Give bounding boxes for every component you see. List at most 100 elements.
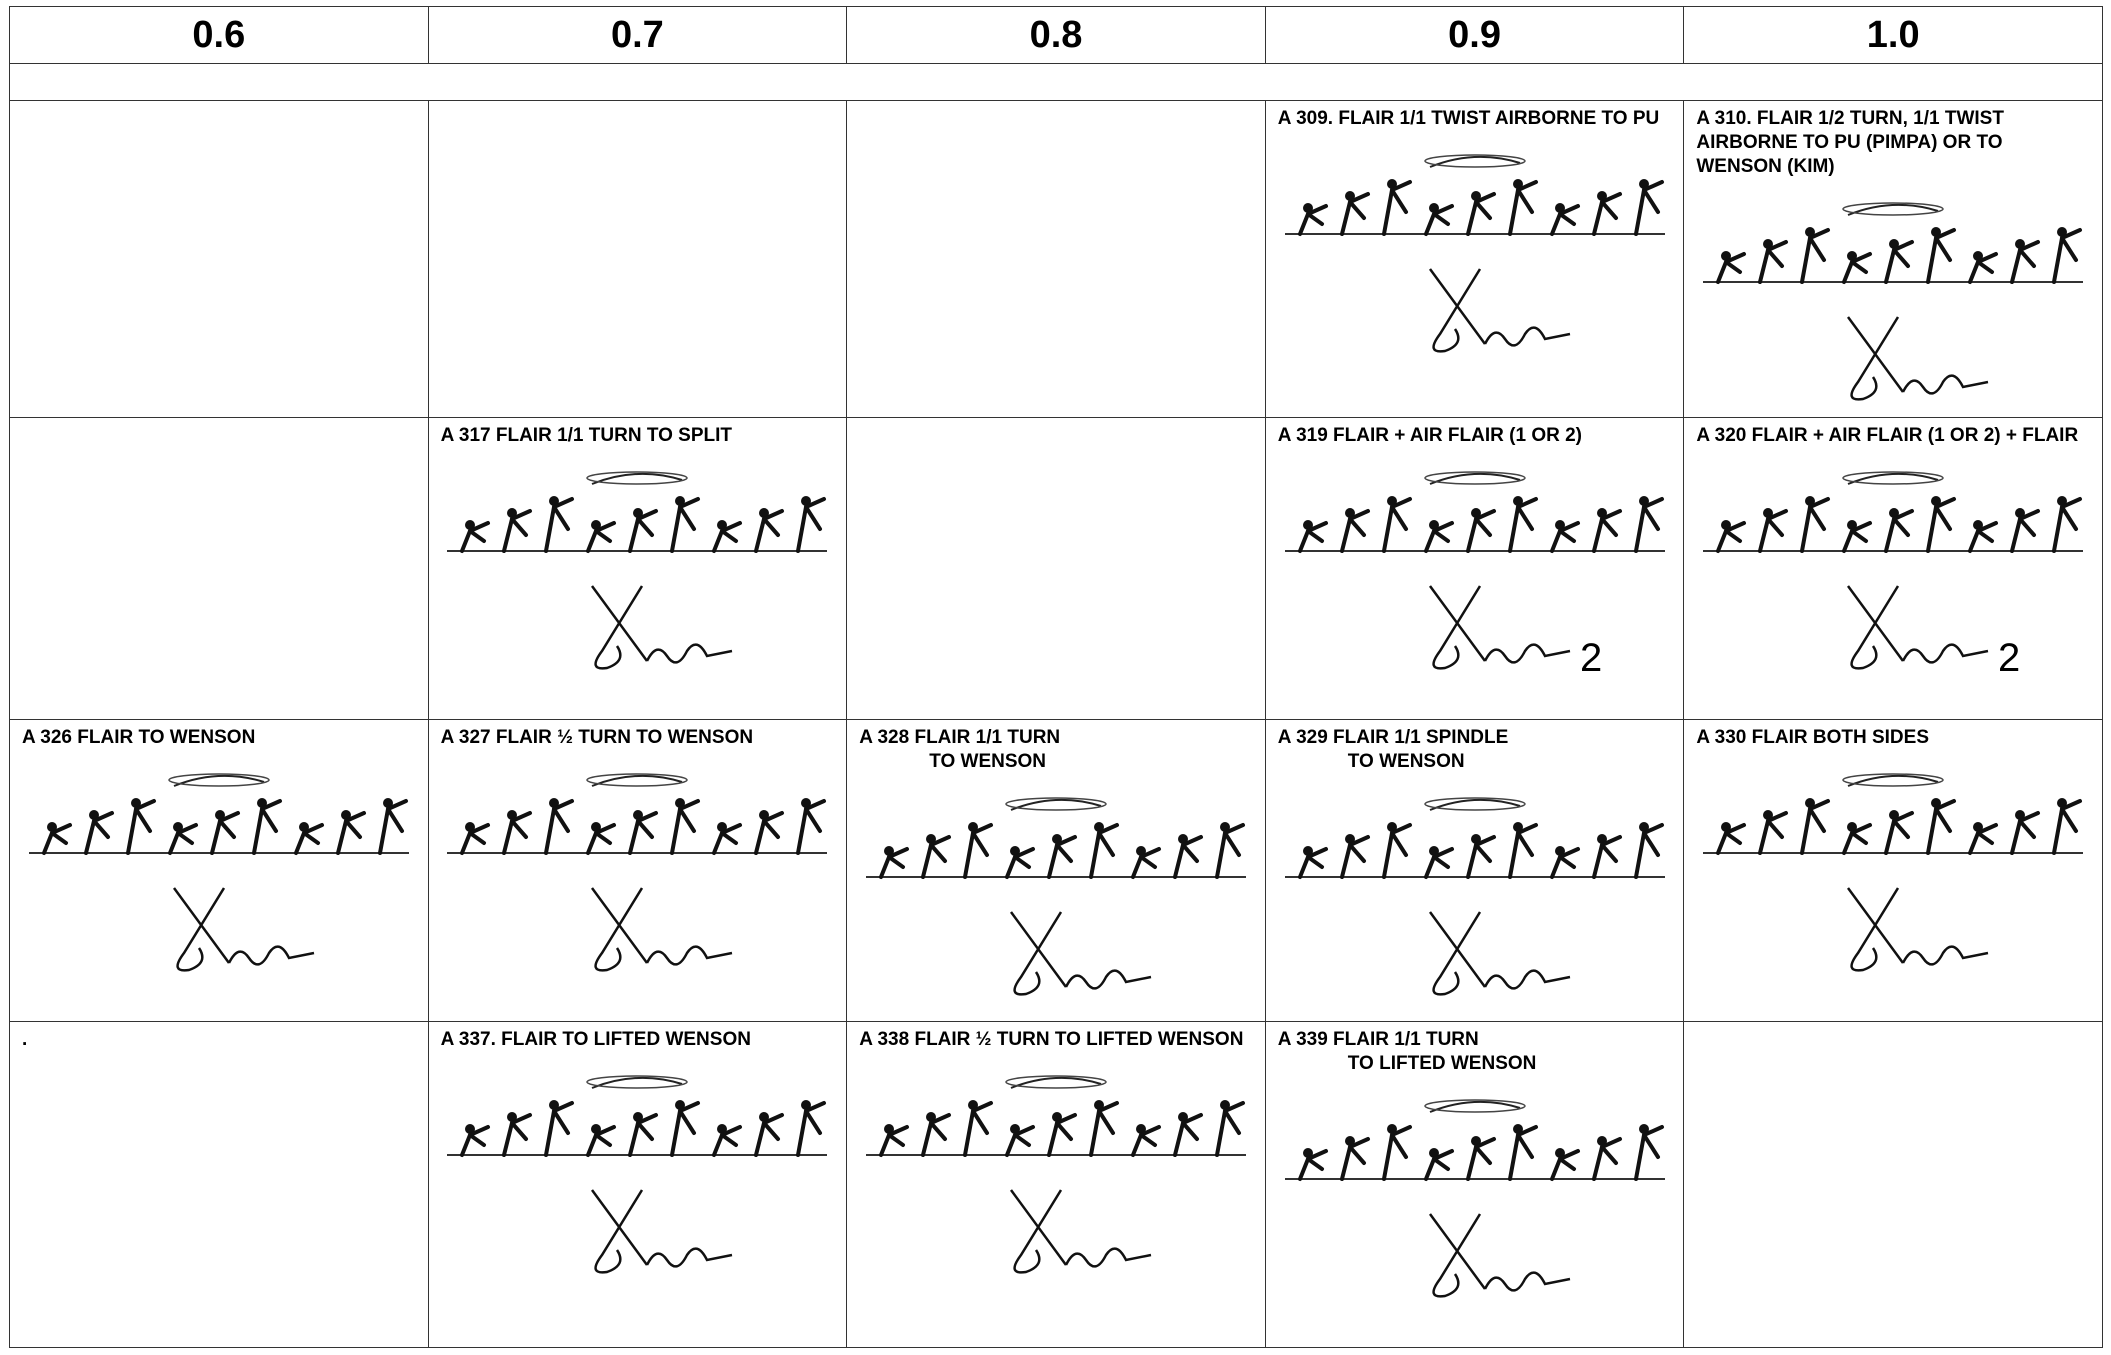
figure-head [1470,834,1481,844]
figure-head [591,520,602,530]
figure-body [754,811,785,855]
skill-title-line: A 337. FLAIR TO LIFTED WENSON [440,1029,751,1050]
column-header: 0.8 [846,6,1266,64]
figure-head [1638,496,1649,506]
figure-body [1800,228,1831,284]
figure-head [675,496,686,506]
skill-title: A 319 FLAIR + AIR FLAIR (1 OR 2) [1266,419,1683,449]
figure-head [2057,227,2068,237]
figure-head [1973,251,1984,261]
figure-body [1423,204,1454,236]
turn-arrow [173,774,265,787]
skill-figure [865,1075,1246,1274]
figure-body [1214,1101,1245,1157]
turn-loop [1842,471,1944,485]
figure-head [1805,496,1816,506]
figure-body [670,799,701,855]
figure-head [507,810,518,820]
skill-title-line: TO WENSON [1347,751,1465,772]
figure-head [801,798,812,808]
figure-body [1758,509,1789,553]
figure-head [1344,508,1355,518]
figure-body [1297,1149,1328,1181]
figure-head [1344,1136,1355,1146]
figure-body [670,1101,701,1157]
figure-head [1470,191,1481,201]
notation [1428,268,1570,353]
figure-body [1800,799,1831,855]
figure-head [1512,496,1523,506]
figure-head [1428,1148,1439,1158]
figure-head [1973,822,1984,832]
skill-title-line: A 309. FLAIR 1/1 TWIST AIRBORNE TO PU [1277,108,1660,129]
figure-body [502,811,533,855]
figure-head [465,520,476,530]
figure-body [712,823,743,855]
figure-head [1763,239,1774,249]
skill-figure [1284,1099,1665,1298]
figure-head [1805,798,1816,808]
figure-body [1423,847,1454,879]
turn-arrow [1429,472,1520,485]
figure-body [1339,192,1370,236]
figure-body [1842,823,1873,855]
skill-title-line: A 339 FLAIR 1/1 TURN [1277,1029,1479,1050]
figure-body [1046,1113,1077,1157]
figure-head [1805,227,1816,237]
table-cell [9,100,429,418]
skill-title-line: A 310. FLAIR 1/2 TURN, 1/1 TWIST AIRBORN… [1696,108,2004,177]
turn-loop [1423,154,1526,168]
figure-head [967,1100,978,1110]
figure-head [1302,846,1313,856]
figure-body [1591,1137,1622,1181]
table-body: A 309. FLAIR 1/1 TWIST AIRBORNE TO PU A 3… [9,63,2103,1348]
notation [1009,1189,1152,1274]
figure-head [1428,203,1439,213]
notation [1428,911,1570,996]
turn-loop [586,773,689,787]
table-row: . A 337. FLAIR TO LIFTED WENSON A 338 FLAI… [9,1021,2103,1348]
figure-body [377,799,408,855]
turn-loop [1423,1099,1526,1113]
figure-head [1973,520,1984,530]
figure-body [1968,823,1999,855]
figure-body [544,497,575,553]
figure-body [1297,847,1328,879]
figure-body [2010,509,2041,553]
notation [1009,911,1152,996]
figure-head [1638,822,1649,832]
figure-body [754,509,785,553]
figure-body [1172,1113,1203,1157]
figure-head [1386,179,1397,189]
figure-body [460,521,491,553]
figure-head [1596,508,1607,518]
figure-head [340,810,351,820]
figure-head [1931,496,1942,506]
figure-body [502,509,533,553]
figure-head [1302,520,1313,530]
figure-head [382,798,393,808]
figure-body [251,799,282,855]
figure-head [801,496,812,506]
figure-head [1135,846,1146,856]
column-header: 1.0 [1683,6,2103,64]
figure-body [628,509,659,553]
spacer-cell [9,63,2103,101]
table-cell: A 329 FLAIR 1/1 SPINDLE TO WENSON [1264,719,1685,1022]
figure-head [1177,834,1188,844]
figure-head [507,1112,518,1122]
figure-head [88,810,99,820]
figure-head [1051,1112,1062,1122]
figure-body [544,1101,575,1157]
table-cell [1683,1021,2103,1348]
skill-title: A 328 FLAIR 1/1 TURN TO WENSON [848,721,1265,775]
turn-arrow [1847,774,1939,787]
figure-body [1591,835,1622,879]
figure-body [1381,823,1412,879]
figure-body [920,835,951,879]
figure-body [1926,799,1957,855]
figure-head [967,822,978,832]
figure-head [1344,191,1355,201]
figure-body [1088,1101,1119,1157]
skill-title-line: A 338 FLAIR ½ TURN TO LIFTED WENSON [859,1029,1244,1050]
